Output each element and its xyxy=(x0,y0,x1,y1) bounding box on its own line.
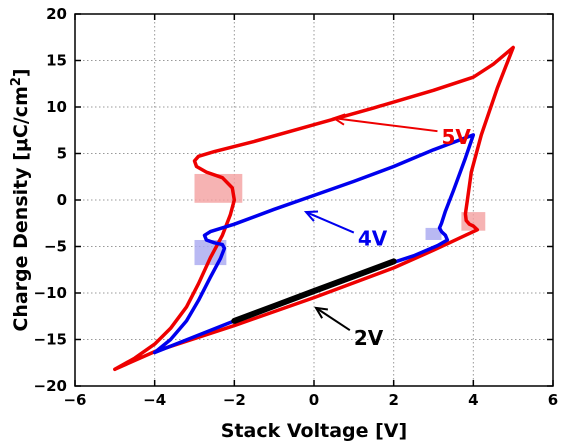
series-line-4v xyxy=(152,133,476,355)
annotation-arrow-5v xyxy=(333,117,438,133)
annotation-label-5v: 5V xyxy=(441,125,471,149)
y-tick-label: 20 xyxy=(46,5,67,23)
y-tick-label: 10 xyxy=(46,98,67,116)
x-tick-label: 4 xyxy=(468,391,478,409)
x-tick-label: 0 xyxy=(309,391,319,409)
annotation-arrow-4v xyxy=(305,211,355,234)
y-axis-label-close: ] xyxy=(10,68,32,77)
grid xyxy=(75,14,553,386)
series-line-5v xyxy=(113,45,515,372)
series-lines xyxy=(113,45,515,372)
y-tick-label: −5 xyxy=(44,238,67,256)
y-axis-label-main: Charge Density [ xyxy=(10,152,32,332)
y-axis-label: Charge Density [μC/cm2] xyxy=(9,68,32,331)
y-axis-label-mu: μ xyxy=(10,138,32,152)
y-tick-label: −10 xyxy=(34,284,67,302)
highlight-region xyxy=(425,227,442,240)
x-tick-label: 2 xyxy=(388,391,398,409)
x-tick-label: −2 xyxy=(223,391,246,409)
y-tick-label: −20 xyxy=(34,377,67,395)
y-axis-label-superscript: 2 xyxy=(9,77,24,86)
annotation-label-2v: 2V xyxy=(354,326,384,350)
annotation-label-4v: 4V xyxy=(358,227,388,251)
annotations: 5V 4V 2V xyxy=(303,113,471,350)
y-tick-label: 15 xyxy=(46,52,67,70)
x-tick-label: 6 xyxy=(548,391,558,409)
y-axis-label-unit: C/cm xyxy=(10,86,32,138)
annotation-arrow-2v xyxy=(315,307,351,332)
y-tick-label: 0 xyxy=(57,191,67,209)
x-tick-label: −4 xyxy=(143,391,166,409)
x-tick-label: −6 xyxy=(63,391,86,409)
annotation-arrowhead-5v xyxy=(331,113,346,126)
annotation-arrowhead-4v xyxy=(303,210,319,222)
x-axis-label: Stack Voltage [V] xyxy=(221,420,407,442)
series-line-2v xyxy=(231,258,397,324)
y-tick-label: −15 xyxy=(34,331,67,349)
annotation-arrowhead-2v xyxy=(314,306,329,319)
y-tick-label: 5 xyxy=(57,145,67,163)
